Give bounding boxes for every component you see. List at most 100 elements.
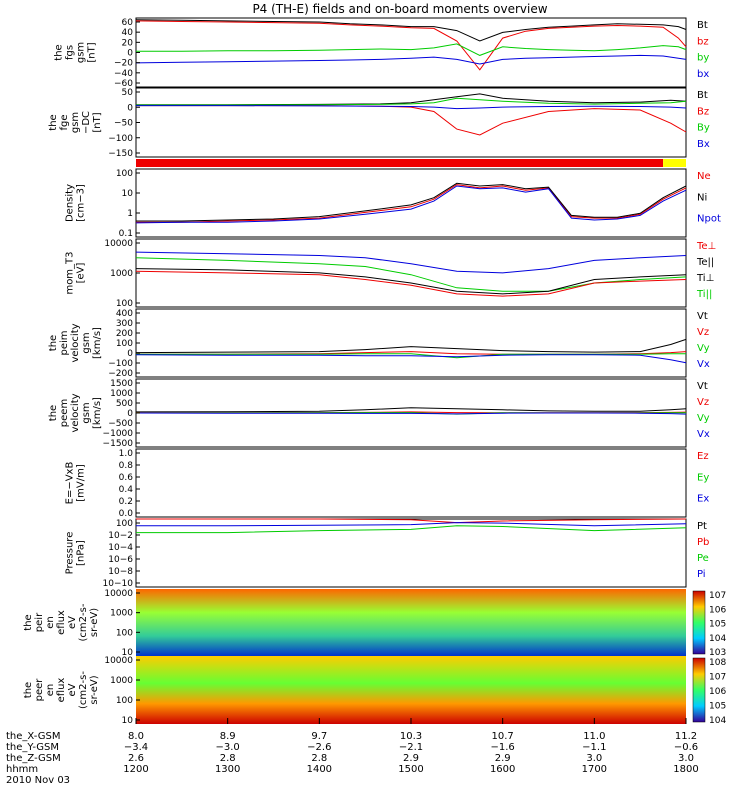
fgs-series-3 — [135, 54, 687, 65]
density-series-1 — [136, 182, 687, 222]
peer-ylabel: sr-eV) — [89, 675, 100, 704]
fge-ylabel: gsm — [70, 112, 81, 133]
x-axis-value: 2.9 — [495, 753, 511, 764]
density-ytick: 100 — [116, 169, 133, 179]
peir-spectrogram — [136, 589, 686, 656]
temperature-ytick: 10000 — [104, 239, 133, 249]
peim-ytick: 0 — [127, 349, 133, 359]
peer-colorbar-tick: 104 — [709, 716, 726, 726]
fgs-ylabel: the — [54, 44, 65, 60]
x-axis-value: 1800 — [673, 764, 698, 775]
peem-ylabel: peem — [59, 399, 70, 427]
fge-ylabel: −DC — [81, 111, 92, 134]
fgs-series-1 — [135, 20, 687, 71]
x-axis-row-label: the_Y-GSM — [6, 742, 59, 753]
peim-series-0 — [135, 338, 687, 354]
peir-ylabel: eflux — [56, 610, 67, 635]
peer-colorbar-tick: 108 — [709, 658, 726, 668]
x-axis-value: 2.9 — [403, 753, 419, 764]
peir-colorbar-tick: 105 — [709, 620, 726, 630]
peim-series-3 — [135, 354, 687, 364]
x-axis-value: 3.0 — [678, 753, 694, 764]
peem-ytick: −500 — [108, 419, 133, 429]
plot-title: P4 (TH-E) fields and on-board moments ov… — [252, 2, 547, 16]
peer-ylabel: eV — [67, 683, 78, 696]
legend-temperature-0: Te⊥ — [696, 241, 716, 252]
peir-ylabel: the — [23, 614, 34, 630]
peim-ylabel: peim — [59, 330, 70, 355]
efield-ylabel: [mV/m] — [76, 464, 87, 502]
legend-efield-0: Ez — [697, 451, 709, 462]
peer-ytick: 100 — [116, 696, 133, 706]
x-axis-value: 1500 — [398, 764, 423, 775]
density-series-0 — [136, 184, 687, 223]
peir-ytick: 10 — [122, 648, 134, 658]
mode-bar-segment-0 — [136, 159, 664, 167]
x-axis-value: 11.2 — [675, 731, 697, 742]
pressure-ylabel: [nPa] — [76, 540, 87, 566]
peim-ylabel: gsm — [81, 332, 92, 353]
efield-ytick: 1.0 — [119, 449, 134, 459]
peer-ylabel: (cm2-s- — [78, 671, 89, 709]
peem-ytick: 500 — [116, 399, 133, 409]
x-axis-value: 2.8 — [220, 753, 236, 764]
peir-ytick: 100 — [116, 628, 133, 638]
temperature-series-2 — [135, 268, 687, 295]
legend-temperature-2: Ti⊥ — [696, 273, 714, 284]
x-axis-value: 1600 — [490, 764, 515, 775]
peem-ylabel: [km/s] — [92, 397, 103, 429]
fge-frame — [135, 87, 687, 158]
fgs-ylabel: fgs — [65, 45, 76, 60]
x-axis-value: 1300 — [215, 764, 240, 775]
peir-colorbar-tick: 106 — [709, 605, 726, 615]
peim-frame — [135, 308, 687, 378]
pressure-series-3 — [136, 522, 687, 527]
legend-efield-1: Ey — [697, 472, 709, 483]
legend-pressure-2: Pe — [697, 553, 709, 564]
peir-ylabel: peir — [34, 612, 45, 632]
peir-ytick: 10000 — [104, 589, 133, 599]
fgs-ytick: 60 — [122, 18, 134, 28]
peer-colorbar-tick: 107 — [709, 673, 726, 683]
legend-fge-3: Bx — [697, 139, 710, 150]
peir-ylabel: en — [45, 616, 56, 629]
peir-colorbar — [692, 590, 706, 655]
x-axis-value: 1400 — [307, 764, 332, 775]
legend-fge-2: By — [697, 123, 710, 134]
peer-ytick: 10 — [122, 716, 134, 726]
pressure-series-2 — [136, 525, 687, 534]
peim-ylabel: [km/s] — [92, 327, 103, 359]
x-axis-value: 1200 — [123, 764, 148, 775]
x-axis-value: 3.0 — [586, 753, 602, 764]
efield-ytick: 0.6 — [119, 473, 134, 483]
x-axis-value: 8.0 — [128, 731, 144, 742]
x-axis-date: 2010 Nov 03 — [6, 775, 70, 786]
peer-colorbar — [692, 657, 706, 723]
efield-frame — [135, 448, 687, 518]
density-ylabel: Density — [65, 184, 76, 222]
peem-ytick: −1500 — [103, 439, 134, 449]
x-axis-row-label: the_X-GSM — [6, 731, 60, 742]
fge-series-3 — [136, 105, 687, 110]
peer-colorbar-tick: 106 — [709, 687, 726, 697]
fgs-ytick: −20 — [114, 59, 133, 69]
peim-ytick: 400 — [116, 309, 133, 319]
x-axis-value: 11.0 — [583, 731, 605, 742]
legend-fgs-1: bz — [697, 36, 709, 47]
legend-efield-2: Ex — [697, 494, 709, 505]
peim-ytick: 200 — [116, 329, 133, 339]
x-axis-value: 10.7 — [492, 731, 514, 742]
legend-peem-0: Vt — [697, 381, 708, 392]
efield-ytick: 0.0 — [119, 509, 134, 519]
peir-ylabel: sr-eV) — [89, 608, 100, 637]
legend-peem-3: Vx — [697, 429, 710, 440]
peim-ytick: −100 — [108, 359, 133, 369]
legend-peem-2: Vy — [697, 413, 710, 424]
fgs-series-0 — [135, 19, 687, 42]
fge-ylabel: fge — [59, 114, 70, 130]
legend-pressure-3: Pi — [697, 569, 706, 580]
pressure-ytick: 10−8 — [108, 567, 133, 577]
peim-ylabel: velocity — [70, 323, 81, 362]
